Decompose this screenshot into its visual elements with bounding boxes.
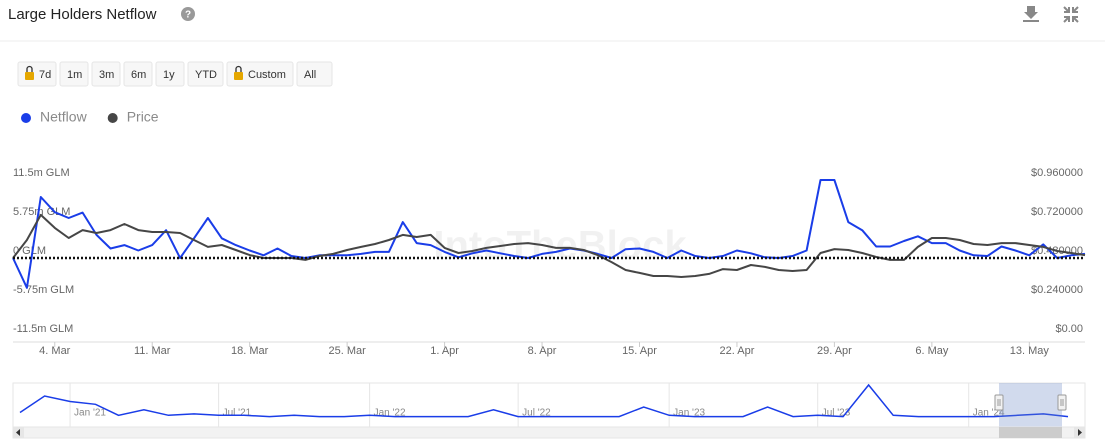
button-label: All: [304, 69, 316, 81]
y-tick-label: -11.5m GLM: [13, 323, 73, 335]
legend: Netflow Price: [21, 109, 159, 125]
y2-tick-label: $0.00: [1055, 323, 1083, 335]
scroll-arrow: [16, 429, 20, 436]
button-bg: [187, 61, 224, 87]
range-button[interactable]: 1m: [59, 61, 89, 87]
x-tick-label: 4. Mar: [39, 345, 71, 357]
lock-shackle: [26, 65, 33, 72]
legend-label: Netflow: [40, 109, 88, 125]
lock-icon: [25, 72, 34, 80]
help-icon[interactable]: ?: [181, 7, 195, 21]
button-label: 7d: [39, 69, 51, 81]
scrollbar-thumb[interactable]: [999, 427, 1062, 438]
lock-shackle: [235, 65, 242, 72]
button-bg: [59, 61, 89, 87]
x-tick-label: 1. Apr: [430, 345, 459, 357]
legend-item[interactable]: Netflow: [21, 109, 88, 125]
x-tick-label: 22. Apr: [720, 345, 755, 357]
navigator: Jan '21 Jul '21 Jan '22 Jul '22 Jan '23 Jul '…: [12, 382, 1086, 439]
range-button[interactable]: 6m: [123, 61, 153, 87]
y2-tick-label: $0.240000: [1031, 284, 1083, 296]
svg-text:?: ?: [185, 10, 191, 21]
button-label: 6m: [131, 69, 146, 81]
chart-title: Large Holders Netflow: [8, 6, 157, 23]
range-button[interactable]: Custom: [226, 61, 294, 87]
watermark: IntoTheBlock: [433, 224, 687, 268]
navigator-label: Jul '22: [522, 408, 551, 419]
navigator-label: Jan '24: [973, 408, 1005, 419]
navigator-line: [19, 383, 1069, 418]
collapse-icon[interactable]: [1063, 6, 1079, 23]
button-bg: [226, 61, 294, 87]
button-bg: [296, 61, 333, 87]
y-tick-label: 5.75m GLM: [13, 206, 70, 218]
x-tick-label: 13. May: [1010, 345, 1050, 357]
x-tick-label: 29. Apr: [817, 345, 852, 357]
button-label: 3m: [99, 69, 114, 81]
button-bg: [123, 61, 153, 87]
x-tick-label: 18. Mar: [231, 345, 269, 357]
y-tick-label: 11.5m GLM: [13, 167, 70, 179]
range-buttons: 7d 1m 3m 6m 1y YTD Custom All: [17, 61, 333, 87]
navigator-handle[interactable]: [1057, 394, 1067, 411]
legend-marker: [21, 113, 31, 123]
y2-tick-label: $0.960000: [1031, 167, 1083, 179]
scrollbar-track: [12, 426, 1086, 439]
range-button[interactable]: 7d: [17, 61, 57, 87]
navigator-handle[interactable]: [994, 394, 1004, 411]
legend-item[interactable]: Price: [107, 109, 159, 125]
legend-marker: [107, 113, 118, 123]
range-button[interactable]: 1y: [155, 61, 185, 87]
button-label: YTD: [195, 69, 217, 81]
range-button[interactable]: YTD: [187, 61, 224, 87]
navigator-selection[interactable]: [999, 383, 1062, 427]
navigator-frame: [12, 382, 1086, 428]
navigator-label: Jan '21: [74, 408, 106, 419]
range-button[interactable]: All: [296, 61, 333, 87]
button-label: Custom: [248, 69, 286, 81]
range-button[interactable]: 3m: [91, 61, 121, 87]
y2-tick-label: $0.720000: [1031, 206, 1083, 218]
button-label: 1m: [67, 69, 82, 81]
y-tick-label: -5.75m GLM: [13, 284, 74, 296]
series-line: [12, 179, 1086, 289]
button-bg: [91, 61, 121, 87]
x-tick-label: 6. May: [915, 345, 949, 357]
x-tick-label: 8. Apr: [528, 345, 557, 357]
navigator-label: Jan '23: [673, 408, 705, 419]
x-tick-label: 15. Apr: [622, 345, 657, 357]
legend-label: Price: [127, 109, 159, 125]
x-tick-label: 25. Mar: [328, 345, 366, 357]
navigator-label: Jul '21: [223, 408, 252, 419]
download-icon[interactable]: [1023, 6, 1039, 22]
navigator-label: Jan '22: [374, 408, 406, 419]
lock-icon: [234, 72, 243, 80]
button-label: 1y: [163, 69, 175, 81]
scroll-arrow: [1078, 429, 1082, 436]
navigator-label: Jul '23: [822, 408, 851, 419]
button-bg: [155, 61, 185, 87]
x-tick-label: 11. Mar: [134, 345, 171, 357]
